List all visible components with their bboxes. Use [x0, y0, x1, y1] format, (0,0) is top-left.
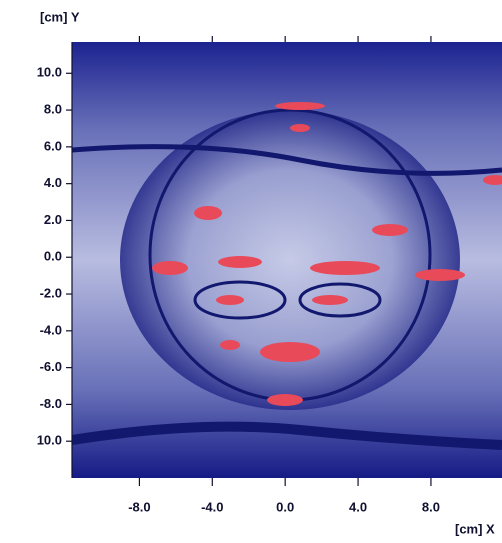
x-tick-label: -8.0 — [128, 499, 150, 514]
y-tick-label: 8.0 — [44, 102, 62, 117]
y-tick-label: 4.0 — [44, 175, 62, 190]
x-tick-label: 0.0 — [276, 499, 294, 514]
x-tick-label: 4.0 — [349, 499, 367, 514]
heatmap-image — [72, 42, 502, 478]
x-axis-label: [cm] X — [455, 521, 495, 536]
x-tick-label: 8.0 — [422, 499, 440, 514]
y-tick-label: -6.0 — [40, 359, 62, 374]
y-tick-label: -8.0 — [40, 396, 62, 411]
y-tick-label: 2.0 — [44, 212, 62, 227]
y-axis-label: [cm] Y — [40, 9, 80, 24]
y-tick-label: -4.0 — [40, 322, 62, 337]
y-tick-label: 6.0 — [44, 138, 62, 153]
y-tick-label: 10.0 — [37, 433, 62, 448]
x-tick-label: -4.0 — [201, 499, 223, 514]
y-tick-label: 0.0 — [44, 249, 62, 264]
y-tick-label: -2.0 — [40, 285, 62, 300]
y-tick-label: 10.0 — [37, 65, 62, 80]
